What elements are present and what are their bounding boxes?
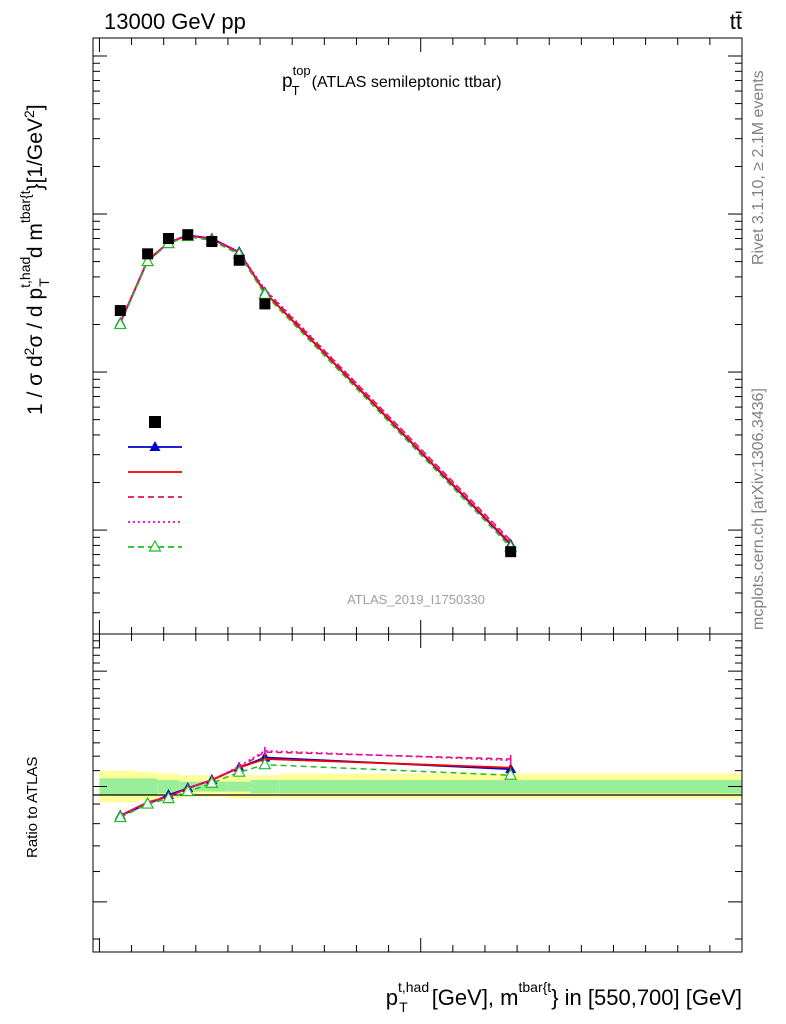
data-point: [142, 248, 154, 260]
inner-band: [227, 781, 251, 792]
main-y-axis-label: 1 / σ d2σ / d pt,had Td mtbar{t}[1/GeV2]: [17, 104, 52, 415]
series-line-5: [119, 235, 512, 548]
main-panel: ptop T (ATLAS semileptonic ttbar) 1 / σ d2…: [17, 37, 743, 635]
series-point: [141, 254, 155, 267]
data-point: [182, 229, 194, 241]
inner-band: [137, 778, 158, 796]
ratio-point: [113, 810, 127, 823]
data-point: [114, 305, 126, 317]
ratio-point: [232, 764, 246, 777]
series-line-1: [119, 234, 512, 546]
data-point: [505, 546, 517, 558]
x-axis-label: pt,had T [GeV], mtbar{t} in [550,700] [GeV…: [386, 979, 742, 1015]
series-point: [113, 317, 127, 330]
ratio-panel-frame: [92, 633, 743, 953]
inner-band: [250, 779, 280, 794]
ratio-point: [181, 784, 195, 797]
data-point: [259, 298, 271, 310]
ratio-point: [161, 791, 176, 804]
ratio-uncertainty-bands: [99, 770, 742, 803]
ratio-line-4: [119, 749, 511, 817]
series-line-3: [119, 234, 512, 541]
ratio-axis-ticks: [93, 634, 743, 952]
ratio-point: [205, 775, 219, 788]
ratio-series: [113, 746, 518, 823]
main-panel-frame: [92, 37, 743, 635]
ratio-point: [258, 757, 272, 770]
process-label: tt̄: [730, 9, 742, 34]
legend: [128, 416, 182, 552]
main-axis-ticks: [93, 38, 743, 634]
ratio-panel: Ratio to ATLAS pt,had T [GeV], mtbar{t} in…: [24, 633, 743, 1015]
series-line-4: [119, 234, 512, 542]
legend-marker: [149, 441, 161, 451]
legend-marker-data: [149, 416, 161, 428]
inner-band: [99, 778, 138, 796]
ratio-point: [504, 768, 518, 780]
rivet-label: Rivet 3.1.10, ≥ 2.1M events: [750, 70, 767, 265]
mcplots-label: mcplots.cern.ch [arXiv:1306.3436]: [750, 388, 767, 630]
inner-band: [157, 779, 180, 794]
data-point: [233, 254, 245, 266]
energy-label: 13000 GeV pp: [104, 9, 246, 34]
main-title: ptop T (ATLAS semileptonic ttbar): [282, 63, 502, 98]
analysis-watermark: ATLAS_2019_I1750330: [347, 592, 485, 607]
ratio-y-axis-label: Ratio to ATLAS: [24, 757, 41, 858]
inner-band: [279, 779, 742, 794]
ratio-point: [141, 796, 155, 809]
data-point: [163, 233, 175, 245]
main-series: [113, 229, 518, 558]
legend-marker: [148, 539, 162, 552]
data-point: [206, 236, 218, 248]
